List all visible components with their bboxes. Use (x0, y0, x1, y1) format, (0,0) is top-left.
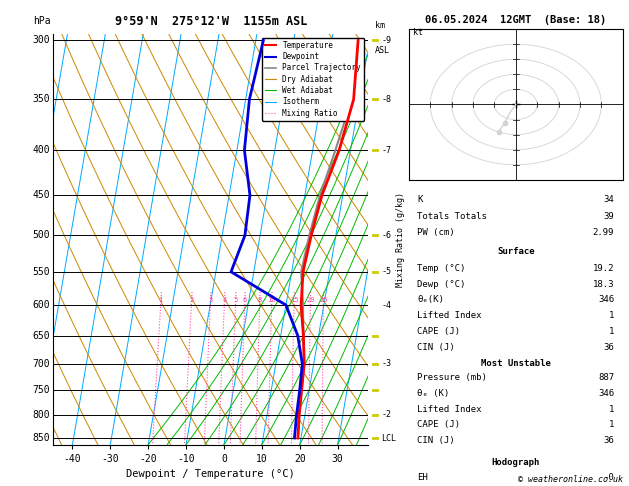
Text: PW (cm): PW (cm) (418, 228, 455, 237)
Text: 500: 500 (33, 230, 50, 241)
Text: 10: 10 (267, 297, 276, 303)
Text: Temp (°C): Temp (°C) (418, 264, 466, 273)
Text: θₑ(K): θₑ(K) (418, 295, 444, 305)
Text: 15: 15 (290, 297, 298, 303)
Text: θₑ (K): θₑ (K) (418, 389, 450, 398)
Text: 39: 39 (603, 211, 614, 221)
Text: 1: 1 (609, 405, 614, 414)
Text: 36: 36 (603, 343, 614, 352)
Text: -0: -0 (603, 473, 614, 482)
Text: 346: 346 (598, 389, 614, 398)
Text: Pressure (mb): Pressure (mb) (418, 373, 487, 382)
Text: 6: 6 (243, 297, 247, 303)
Text: 06.05.2024  12GMT  (Base: 18): 06.05.2024 12GMT (Base: 18) (425, 15, 606, 25)
Text: -3: -3 (381, 359, 391, 368)
Text: 25: 25 (319, 297, 328, 303)
Text: ASL: ASL (374, 46, 389, 55)
Text: CAPE (J): CAPE (J) (418, 327, 460, 336)
Legend: Temperature, Dewpoint, Parcel Trajectory, Dry Adiabat, Wet Adiabat, Isotherm, Mi: Temperature, Dewpoint, Parcel Trajectory… (262, 38, 364, 121)
Text: Lifted Index: Lifted Index (418, 405, 482, 414)
Text: 800: 800 (33, 410, 50, 420)
Text: CIN (J): CIN (J) (418, 343, 455, 352)
Text: 1: 1 (609, 327, 614, 336)
Text: -8: -8 (381, 95, 391, 104)
Text: hPa: hPa (33, 16, 50, 26)
Text: 3: 3 (208, 297, 213, 303)
Text: -6: -6 (381, 231, 391, 240)
Text: Totals Totals: Totals Totals (418, 211, 487, 221)
Text: 850: 850 (33, 433, 50, 443)
Text: 300: 300 (33, 35, 50, 45)
Text: 2.99: 2.99 (593, 228, 614, 237)
Text: 18.3: 18.3 (593, 279, 614, 289)
Text: 887: 887 (598, 373, 614, 382)
Text: LCL: LCL (381, 434, 396, 443)
Text: 34: 34 (603, 195, 614, 204)
Text: 5: 5 (233, 297, 238, 303)
Text: © weatheronline.co.uk: © weatheronline.co.uk (518, 474, 623, 484)
Text: 1: 1 (609, 312, 614, 320)
Text: Hodograph: Hodograph (492, 458, 540, 467)
Text: EH: EH (418, 473, 428, 482)
Text: -7: -7 (381, 146, 391, 155)
Text: Lifted Index: Lifted Index (418, 312, 482, 320)
Text: -5: -5 (381, 267, 391, 277)
Text: 346: 346 (598, 295, 614, 305)
Text: kt: kt (413, 28, 423, 37)
Text: 1: 1 (159, 297, 163, 303)
Text: 36: 36 (603, 436, 614, 445)
Text: Mixing Ratio (g/kg): Mixing Ratio (g/kg) (396, 192, 405, 287)
Text: 4: 4 (222, 297, 226, 303)
Text: 9°59'N  275°12'W  1155m ASL: 9°59'N 275°12'W 1155m ASL (114, 15, 307, 28)
Text: 2: 2 (189, 297, 194, 303)
Text: 600: 600 (33, 300, 50, 310)
Text: CAPE (J): CAPE (J) (418, 420, 460, 430)
Text: 750: 750 (33, 385, 50, 395)
Text: km: km (374, 21, 384, 30)
Text: 450: 450 (33, 190, 50, 200)
Text: 400: 400 (33, 145, 50, 155)
Text: -9: -9 (381, 36, 391, 45)
Text: -4: -4 (381, 300, 391, 310)
Text: 8: 8 (258, 297, 262, 303)
Text: Most Unstable: Most Unstable (481, 359, 551, 368)
Text: -2: -2 (381, 410, 391, 419)
Text: Dewp (°C): Dewp (°C) (418, 279, 466, 289)
Text: Surface: Surface (497, 247, 535, 257)
Text: CIN (J): CIN (J) (418, 436, 455, 445)
Text: 1: 1 (609, 420, 614, 430)
Text: K: K (418, 195, 423, 204)
X-axis label: Dewpoint / Temperature (°C): Dewpoint / Temperature (°C) (126, 469, 295, 479)
Text: 20: 20 (306, 297, 314, 303)
Text: 700: 700 (33, 359, 50, 369)
Text: 19.2: 19.2 (593, 264, 614, 273)
Text: 350: 350 (33, 94, 50, 104)
Text: 650: 650 (33, 330, 50, 341)
Text: 550: 550 (33, 267, 50, 277)
